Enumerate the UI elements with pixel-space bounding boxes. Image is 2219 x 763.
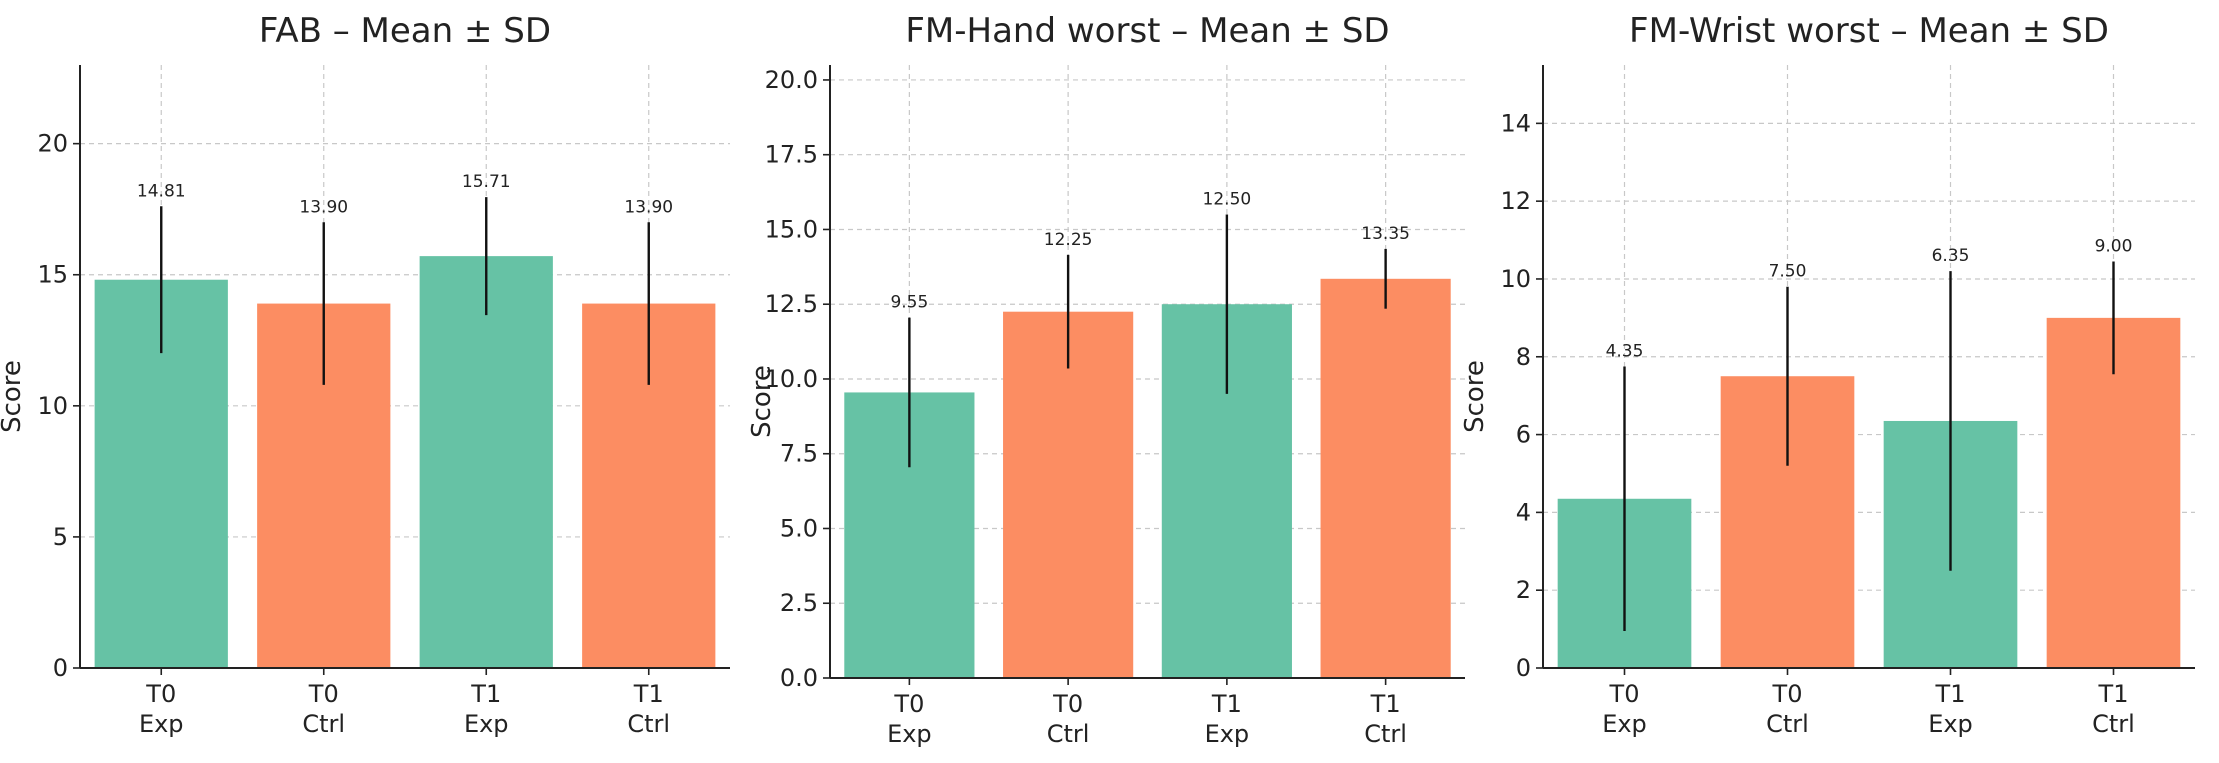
- y-tick-label: 14: [1500, 109, 1531, 137]
- x-tick-label: T0 Ctrl: [1047, 690, 1090, 748]
- data-label: 13.90: [299, 197, 348, 217]
- y-tick-label: 17.5: [765, 141, 818, 169]
- chart-panel-2: FM-Hand worst – Mean ± SD 9.55 12.25 12.50 1…: [747, 11, 1465, 748]
- y-tick-label: 20.0: [765, 66, 818, 94]
- y-tick-label: 6: [1516, 421, 1531, 449]
- y-tick-label: 10: [1500, 265, 1531, 293]
- data-label: 9.55: [890, 293, 928, 313]
- data-label: 9.00: [2095, 236, 2133, 256]
- bar-t1-exp: [419, 256, 553, 668]
- y-axis-label: Score: [0, 360, 27, 433]
- x-tick-label: T0 Ctrl: [1766, 680, 1809, 738]
- bar-t0-ctrl: [1003, 311, 1134, 678]
- data-label: 15.71: [462, 172, 511, 192]
- chart-title: FAB – Mean ± SD: [259, 11, 551, 51]
- chart-panel-1: FAB – Mean ± SD 14.81 13.90 15.71 13.90 0 5 10 1…: [0, 11, 730, 738]
- y-axis-label: Score: [747, 365, 777, 438]
- x-tick-label: T1 Ctrl: [2092, 680, 2135, 738]
- x-tick-label: T0 Exp: [887, 690, 932, 748]
- x-tick-label: T0 Exp: [1602, 680, 1647, 738]
- data-label: 14.81: [137, 181, 186, 201]
- x-tick-label: T1 Exp: [1205, 690, 1250, 748]
- chart-title: FM-Hand worst – Mean ± SD: [905, 11, 1389, 51]
- x-tick-label: T0 Ctrl: [302, 680, 345, 738]
- y-tick-label: 5: [53, 523, 68, 551]
- x-tick-label: T1 Exp: [464, 680, 509, 738]
- y-tick-label: 10: [37, 392, 68, 420]
- x-tick-label: T1 Ctrl: [1364, 690, 1407, 748]
- y-tick-label: 0: [53, 654, 68, 682]
- data-label: 12.25: [1044, 230, 1093, 250]
- data-label: 4.35: [1606, 342, 1644, 362]
- y-tick-label: 5.0: [780, 514, 818, 542]
- y-tick-label: 2: [1516, 576, 1531, 604]
- data-label: 7.50: [1769, 262, 1807, 282]
- chart-title: FM-Wrist worst – Mean ± SD: [1629, 11, 2109, 51]
- x-tick-label: T1 Exp: [1928, 680, 1973, 738]
- y-tick-label: 20: [37, 130, 68, 158]
- y-tick-label: 8: [1516, 343, 1531, 371]
- y-tick-label: 15: [37, 261, 68, 289]
- y-axis-label: Score: [1460, 360, 1490, 433]
- chart-panel-3: FM-Wrist worst – Mean ± SD 4.35 7.50 6.35 9.…: [1460, 11, 2195, 738]
- y-tick-label: 12.5: [765, 290, 818, 318]
- y-tick-label: 7.5: [780, 440, 818, 468]
- y-tick-label: 4: [1516, 498, 1531, 526]
- bar-t1-ctrl: [2046, 317, 2181, 668]
- data-label: 6.35: [1932, 246, 1970, 266]
- y-tick-label: 2.5: [780, 589, 818, 617]
- y-tick-label: 0: [1516, 654, 1531, 682]
- data-label: 13.35: [1361, 224, 1410, 244]
- bar-t1-ctrl: [1320, 278, 1451, 678]
- y-tick-label: 0.0: [780, 664, 818, 692]
- y-tick-label: 12: [1500, 187, 1531, 215]
- x-tick-label: T0 Exp: [139, 680, 184, 738]
- y-tick-label: 15.0: [765, 215, 818, 243]
- y-tick-label: 10.0: [765, 365, 818, 393]
- data-label: 13.90: [624, 197, 673, 217]
- data-label: 12.50: [1203, 190, 1252, 210]
- x-tick-label: T1 Ctrl: [627, 680, 670, 738]
